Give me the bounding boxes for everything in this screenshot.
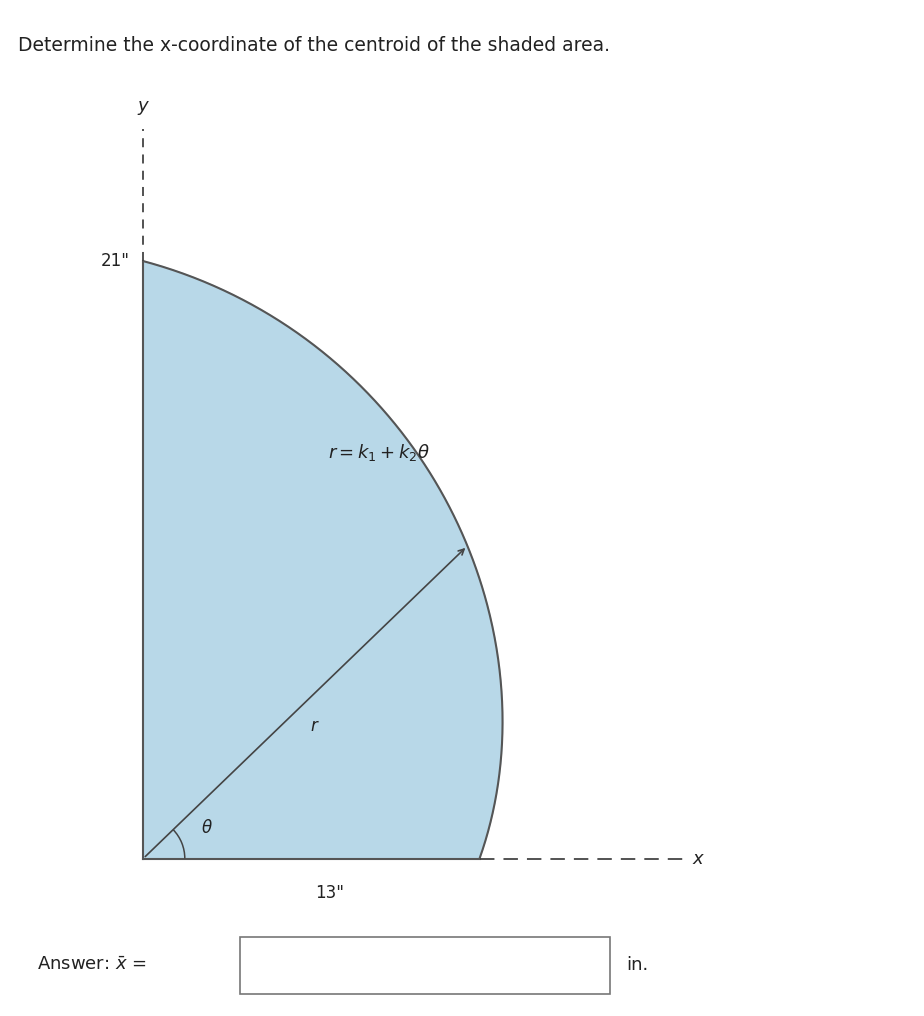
Text: 21": 21" bbox=[101, 252, 129, 270]
Text: $y$: $y$ bbox=[137, 99, 150, 117]
Text: Determine the x-coordinate of the centroid of the shaded area.: Determine the x-coordinate of the centro… bbox=[18, 36, 611, 55]
Text: Answer: $\bar{x}$ =: Answer: $\bar{x}$ = bbox=[37, 956, 147, 974]
Text: $x$: $x$ bbox=[692, 849, 705, 868]
Text: $r = k_1 + k_2\theta$: $r = k_1 + k_2\theta$ bbox=[328, 442, 431, 462]
Text: 13": 13" bbox=[315, 884, 345, 902]
Text: $r$: $r$ bbox=[310, 717, 320, 736]
FancyBboxPatch shape bbox=[240, 937, 610, 994]
Text: $\theta$: $\theta$ bbox=[201, 819, 213, 837]
Polygon shape bbox=[143, 261, 503, 859]
Text: in.: in. bbox=[626, 956, 649, 974]
